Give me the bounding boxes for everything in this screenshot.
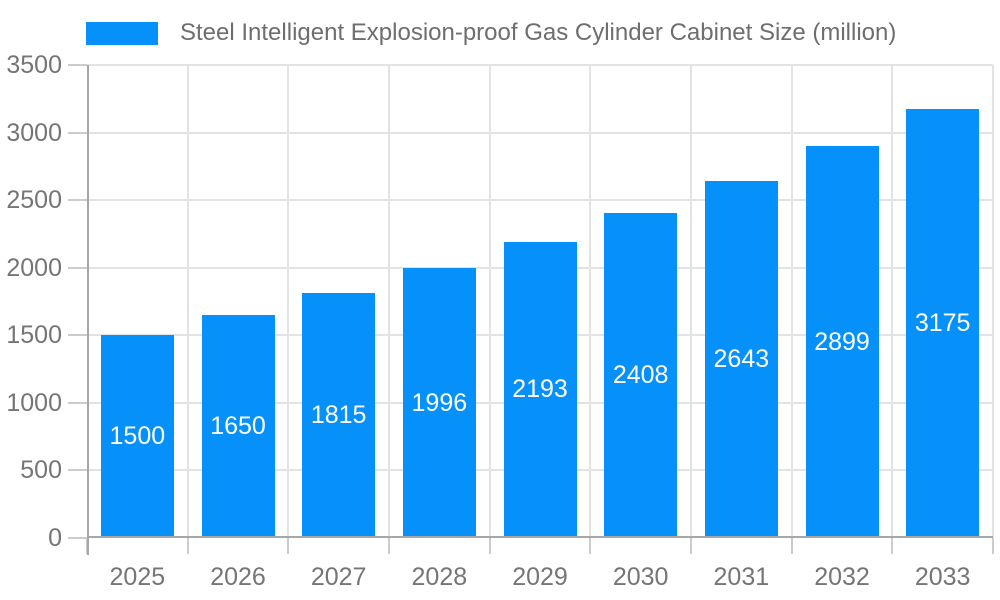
x-axis-line	[87, 536, 993, 538]
y-axis-tick-label: 2000	[6, 253, 62, 282]
x-axis-tick-label: 2031	[713, 563, 770, 591]
y-axis-tick	[68, 131, 87, 134]
x-grid-line	[388, 65, 390, 538]
y-grid-line	[87, 131, 993, 134]
x-axis-tick	[287, 538, 290, 554]
x-axis-tick	[488, 538, 491, 554]
x-grid-line	[488, 65, 491, 538]
y-axis-tick-label: 1000	[6, 388, 62, 417]
x-axis-tick	[790, 538, 793, 554]
y-axis-tick-label: 0	[48, 524, 62, 552]
y-grid-line	[87, 199, 993, 202]
bar[interactable]: 2643	[704, 180, 778, 538]
x-grid-line	[690, 65, 692, 538]
bar[interactable]: 2899	[805, 146, 879, 538]
x-axis-tick-label: 2032	[814, 563, 870, 591]
x-axis-tick-label: 2027	[310, 563, 367, 591]
plot-area: 0 500 1000 1500 2000 2500 3000 3500 1500 2025 1650…	[6, 51, 994, 591]
x-axis-tick	[186, 538, 189, 554]
x-axis-tick-label: 2030	[612, 563, 669, 591]
bar-value-label: 1650	[210, 412, 266, 440]
y-axis-tick	[68, 266, 87, 269]
x-axis-tick-label: 2029	[512, 563, 568, 591]
x-grid-line	[589, 65, 592, 538]
bar-value-label: 1500	[109, 422, 166, 451]
y-grid-line	[87, 64, 993, 66]
x-axis-tick-label: 2025	[109, 563, 166, 591]
y-axis-tick	[68, 64, 87, 66]
x-axis-tick	[891, 538, 894, 554]
legend-swatch	[86, 21, 158, 45]
legend-item[interactable]: Steel Intelligent Explosion-proof Gas Cy…	[86, 16, 896, 50]
bar[interactable]: 1500	[100, 335, 174, 538]
bar-value-label: 2193	[512, 375, 568, 404]
bar[interactable]: 1650	[201, 315, 275, 538]
y-axis-tick-label: 3000	[6, 118, 62, 147]
y-axis-tick	[68, 199, 87, 202]
x-grid-line	[287, 65, 290, 538]
bar[interactable]: 3175	[906, 108, 980, 538]
x-grid-line	[186, 65, 189, 538]
x-axis-tick-label: 2033	[914, 563, 971, 591]
bar[interactable]: 2193	[503, 241, 577, 538]
legend-label: Steel Intelligent Explosion-proof Gas Cy…	[180, 19, 897, 46]
y-axis-tick	[68, 537, 87, 539]
x-axis-tick	[388, 538, 390, 554]
y-axis-tick-label: 2500	[6, 186, 62, 215]
bar-value-label: 1996	[411, 388, 468, 417]
y-axis-tick	[68, 401, 87, 404]
y-axis-tick-label: 500	[20, 456, 62, 485]
y-axis-tick	[68, 334, 87, 337]
x-axis-tick	[992, 538, 994, 554]
y-axis-tick	[68, 469, 87, 472]
y-axis-tick-label: 1500	[6, 321, 62, 350]
x-grid-line	[992, 65, 994, 538]
x-grid-line	[790, 65, 793, 538]
bar-value-label: 1815	[310, 400, 367, 429]
bar-value-label: 2643	[713, 344, 770, 373]
bar-value-label: 3175	[914, 308, 971, 337]
bar[interactable]: 2408	[604, 212, 678, 538]
x-axis-tick-label: 2028	[411, 563, 468, 591]
x-axis-tick	[690, 538, 692, 554]
y-axis-line	[87, 65, 89, 555]
bar-value-label: 2408	[612, 360, 669, 389]
bar[interactable]: 1996	[402, 268, 476, 538]
x-grid-line	[891, 65, 894, 538]
x-axis-tick-label: 2026	[210, 563, 266, 591]
bar[interactable]: 1815	[302, 292, 376, 538]
x-axis-tick	[589, 538, 592, 554]
bar-value-label: 2899	[814, 327, 870, 356]
y-axis-tick-label: 3500	[6, 51, 62, 79]
